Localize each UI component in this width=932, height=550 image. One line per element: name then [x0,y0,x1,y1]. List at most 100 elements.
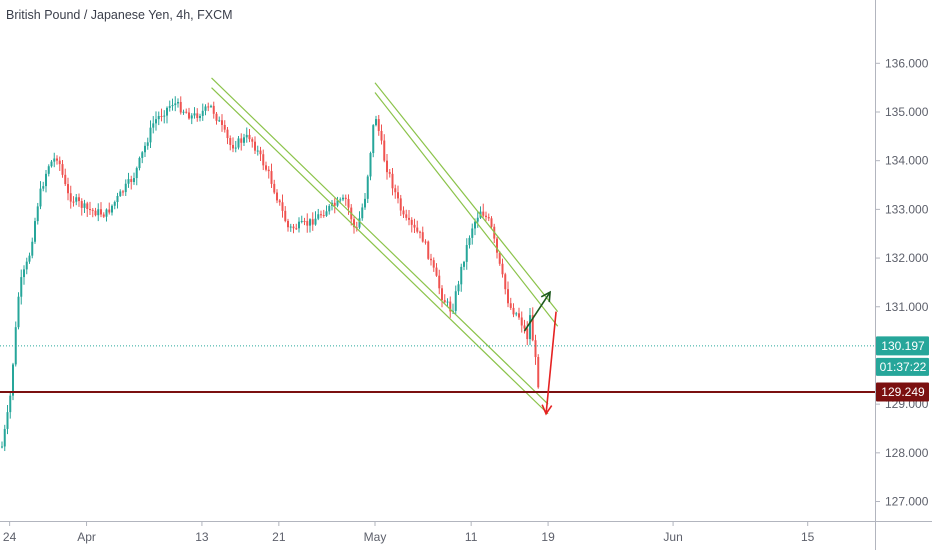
candle-body [188,112,190,119]
candle-body [267,169,270,172]
time-tick-label: 15 [801,530,815,544]
channel-line[interactable] [211,77,549,405]
candle-body [91,209,94,211]
candle-body [309,219,311,226]
candle-body [364,198,366,208]
candle-body [204,106,207,111]
candle-body [298,221,300,229]
candle-body [361,207,364,219]
candle-body [322,215,325,217]
candle-body [482,211,485,216]
candle-body [430,258,432,261]
candle-body [190,115,193,119]
candle-body [17,296,20,328]
candle-body [69,193,72,202]
candle-body [223,124,226,130]
drawings-layer [0,77,875,416]
candle-body [504,274,507,290]
candle-body [113,202,116,206]
candle-body [232,144,234,149]
candle-body [248,134,251,140]
candle-body [34,221,36,242]
candle-body [397,192,399,199]
candle-body [465,245,468,262]
candle-body [240,138,243,143]
candle-body [273,183,276,193]
candle-body [463,261,465,267]
candle-body [443,300,446,303]
candle-body [86,203,89,210]
candle-body [100,209,102,215]
candle-body [25,261,28,270]
candle-body [108,209,111,213]
candle-body [289,226,292,228]
candle-body [75,197,78,202]
price-tick-label: 131.000 [885,300,929,314]
candle-body [80,201,83,208]
candle-body [529,315,531,340]
candle-body [53,158,56,162]
candle-body [234,147,237,149]
arrow-line[interactable] [545,311,557,414]
candle-body [399,198,402,211]
channel-line[interactable] [374,82,559,313]
candle-body [102,214,105,217]
candle-body [485,215,487,218]
arrow-line[interactable] [523,291,551,332]
candle-body [182,111,185,113]
candle-body [380,130,383,141]
candle-body [127,179,130,184]
price-tick-label: 134.000 [885,154,929,168]
candles-layer [1,96,540,452]
candle-body [435,267,438,276]
candle-body [155,119,157,124]
arrow-head [540,290,551,303]
price-tick-label: 128.000 [885,446,929,460]
candle-body [520,317,523,326]
candle-body [122,191,124,193]
candle-body [177,101,179,104]
candle-body [146,142,149,146]
candle-body [111,205,113,213]
candle-body [135,168,138,179]
candle-body [531,315,534,341]
candle-body [31,241,34,256]
candle-body [64,174,67,185]
candle-body [141,152,144,158]
time-tick-label: May [364,530,387,544]
candle-body [507,289,509,304]
candle-body [119,191,122,196]
candle-body [130,179,133,182]
candle-body [215,113,218,121]
candle-body [419,231,421,233]
candle-body [441,288,443,301]
candle-body [262,154,265,166]
candle-body [124,183,127,193]
time-tick-label: 13 [195,530,209,544]
candle-body [339,199,342,201]
candle-body [157,116,160,120]
candle-body [243,137,245,143]
price-axis-ticks: 136.000 135.000 134.000 133.000 132.000 131.0… [875,56,929,509]
candle-body [391,173,394,189]
symbol-title: British Pound / Japanese Yen, 4h, FXCM [6,8,233,22]
channel-line[interactable] [374,92,559,327]
candle-body [171,105,174,107]
candle-body [58,160,61,165]
channel-line[interactable] [211,87,549,415]
candle-body [207,106,210,108]
candle-body [402,210,405,215]
candle-body [388,172,391,174]
time-tick-label: 19 [541,530,555,544]
candle-body [179,101,182,113]
candle-body [311,219,314,225]
candle-body [325,211,328,216]
candle-body [468,237,471,246]
candle-body [61,164,64,175]
candle-body [333,202,336,206]
candle-body [78,197,80,202]
candle-body [47,166,50,174]
time-axis-ticks: 24 Apr 13 21 May 11 19 Jun 15 [3,521,815,544]
